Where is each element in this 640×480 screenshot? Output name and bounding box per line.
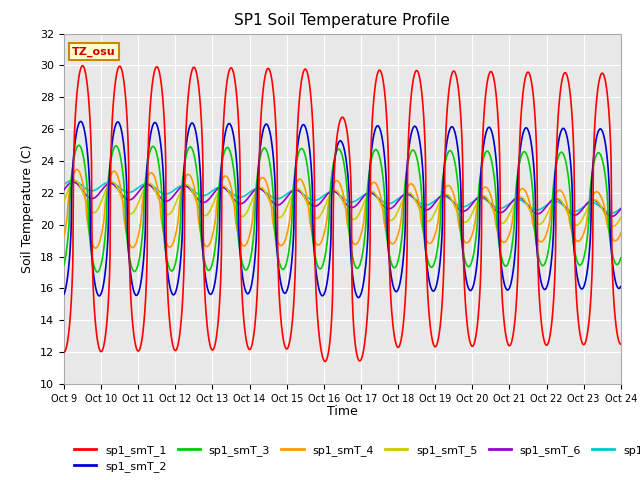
Y-axis label: Soil Temperature (C): Soil Temperature (C) [22,144,35,273]
Legend: sp1_smT_1, sp1_smT_2, sp1_smT_3, sp1_smT_4, sp1_smT_5, sp1_smT_6, sp1_smT_7: sp1_smT_1, sp1_smT_2, sp1_smT_3, sp1_smT… [70,440,640,477]
Text: TZ_osu: TZ_osu [72,47,116,57]
X-axis label: Time: Time [327,405,358,418]
Title: SP1 Soil Temperature Profile: SP1 Soil Temperature Profile [234,13,451,28]
